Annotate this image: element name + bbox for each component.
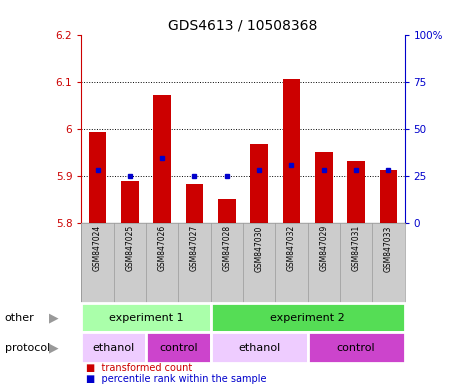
Text: GSM847030: GSM847030 xyxy=(255,225,264,271)
Text: control: control xyxy=(159,343,198,353)
Bar xyxy=(186,184,203,223)
Text: experiment 2: experiment 2 xyxy=(270,313,345,323)
Text: GSM847032: GSM847032 xyxy=(287,225,296,271)
Text: other: other xyxy=(5,313,34,323)
Text: ethanol: ethanol xyxy=(93,343,135,353)
Bar xyxy=(347,161,365,223)
Bar xyxy=(121,181,139,223)
Text: ▶: ▶ xyxy=(49,341,58,354)
Text: GSM847026: GSM847026 xyxy=(158,225,166,271)
Bar xyxy=(315,152,332,223)
Text: GSM847025: GSM847025 xyxy=(126,225,134,271)
Text: ■  transformed count: ■ transformed count xyxy=(86,362,192,373)
Text: control: control xyxy=(337,343,375,353)
Bar xyxy=(250,144,268,223)
Bar xyxy=(81,303,211,332)
Text: ethanol: ethanol xyxy=(238,343,280,353)
Text: GSM847028: GSM847028 xyxy=(222,225,231,271)
Bar xyxy=(379,170,397,223)
Text: GSM847024: GSM847024 xyxy=(93,225,102,271)
Text: protocol: protocol xyxy=(5,343,50,353)
Bar xyxy=(153,95,171,223)
Bar xyxy=(89,132,106,223)
Bar xyxy=(218,199,236,223)
Bar xyxy=(283,79,300,223)
Bar xyxy=(211,332,308,363)
Text: experiment 1: experiment 1 xyxy=(109,313,183,323)
Text: GSM847027: GSM847027 xyxy=(190,225,199,271)
Text: GSM847029: GSM847029 xyxy=(319,225,328,271)
Text: GSM847031: GSM847031 xyxy=(352,225,360,271)
Bar xyxy=(211,303,405,332)
Text: GSM847033: GSM847033 xyxy=(384,225,393,271)
Text: ▶: ▶ xyxy=(49,311,58,324)
Bar xyxy=(81,332,146,363)
Title: GDS4613 / 10508368: GDS4613 / 10508368 xyxy=(168,18,318,32)
Text: ■  percentile rank within the sample: ■ percentile rank within the sample xyxy=(86,374,266,384)
Bar xyxy=(308,332,405,363)
Bar xyxy=(146,332,211,363)
